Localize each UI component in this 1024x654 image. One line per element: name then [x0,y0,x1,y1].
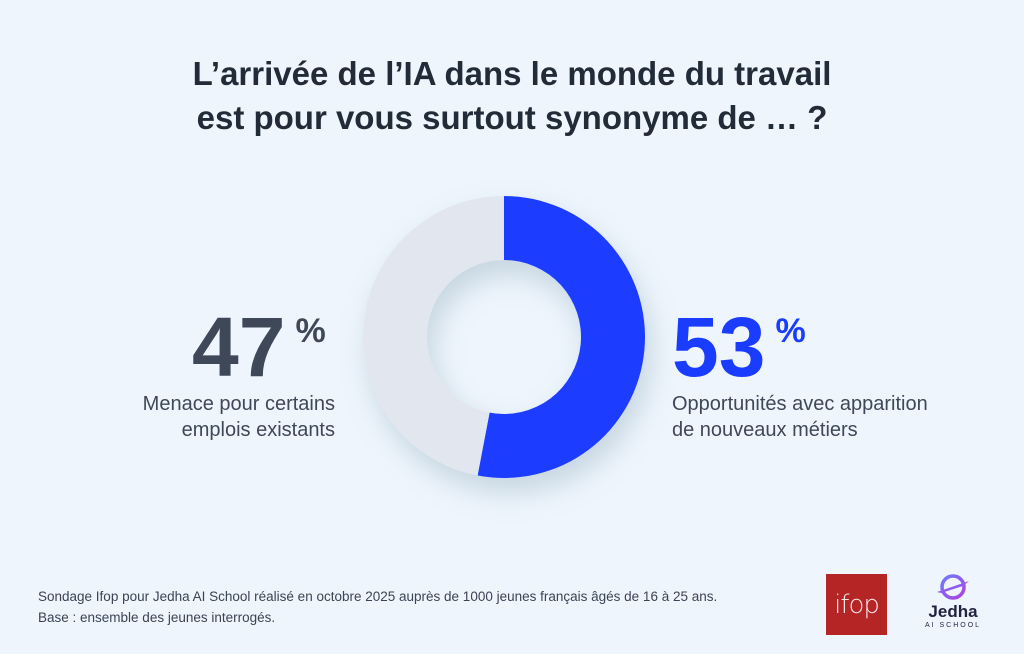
value-opportunites: 53% [672,305,806,407]
value-menace: 47% [192,305,326,407]
label-opportunites-line-2: de nouveaux métiers [672,419,858,441]
jedha-logo-name: Jedha [928,602,978,621]
jedha-logo: Jedha AI SCHOOL [918,572,988,629]
value-opportunites-number: 53 [672,300,766,394]
donut-slice-menace [362,196,504,476]
label-opportunites: Opportunités avec apparition de nouveaux… [672,391,928,443]
percent-sign: % [295,312,326,350]
source-line-1: Sondage Ifop pour Jedha AI School réalis… [38,589,718,604]
ifop-logo-text: ifop [834,589,880,620]
title-line-1: L’arrivée de l’IA dans le monde du trava… [192,55,832,92]
source-note: Sondage Ifop pour Jedha AI School réalis… [38,586,717,628]
label-menace: Menace pour certains emplois existants [90,391,335,443]
percent-sign: % [775,312,806,350]
value-menace-number: 47 [192,300,286,394]
title-line-2: est pour vous surtout synonyme de … ? [196,99,828,136]
jedha-orbit-icon [937,574,969,600]
ifop-logo: ifop [826,574,887,635]
source-line-2: Base : ensemble des jeunes interrogés. [38,610,276,625]
label-menace-line-1: Menace pour certains [142,393,335,415]
label-opportunites-line-1: Opportunités avec apparition [672,393,928,415]
jedha-logo-sub: AI SCHOOL [924,622,982,629]
label-menace-line-2: emplois existants [181,419,335,441]
donut-slice-opportunites [477,196,645,478]
chart-title: L’arrivée de l’IA dans le monde du trava… [0,52,1024,140]
